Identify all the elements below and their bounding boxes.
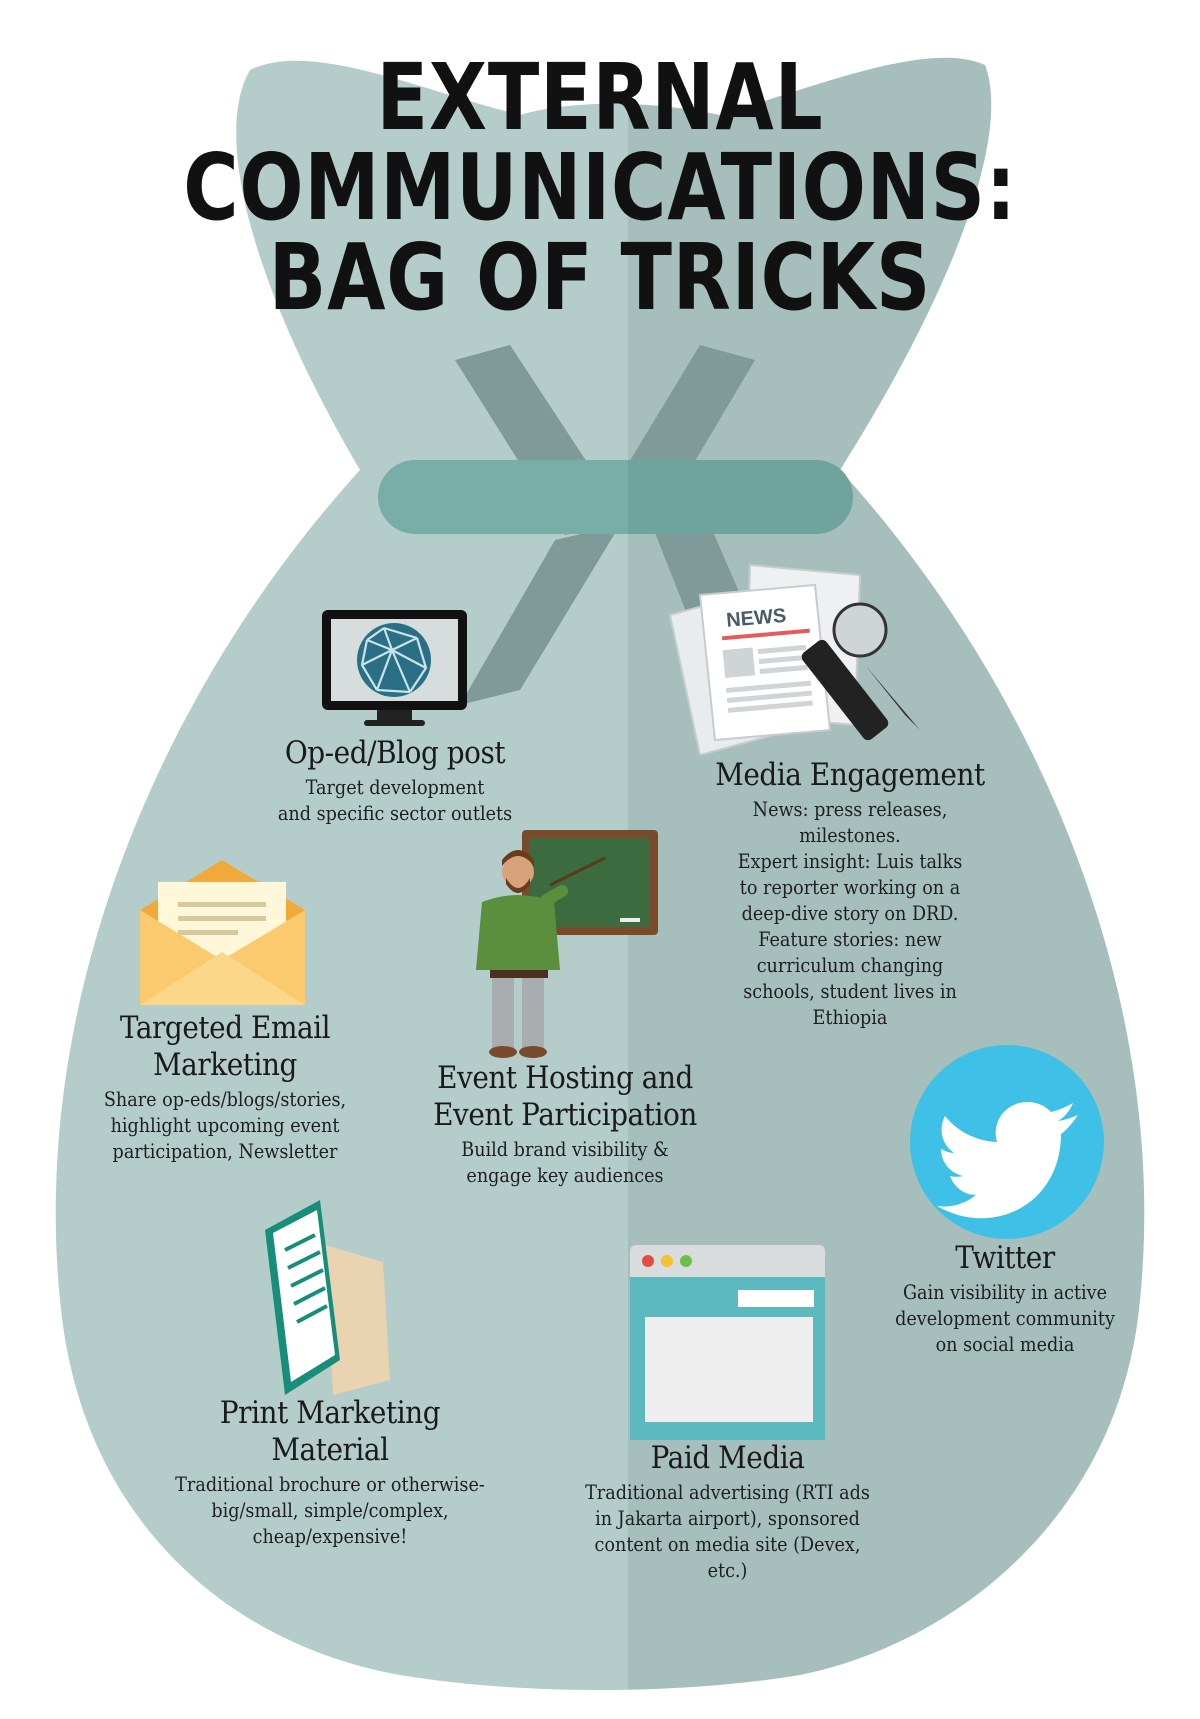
page-title-line-3: BAG OF TRICKS [268, 224, 932, 331]
oped-block: Op-ed/Blog post Target development and s… [235, 735, 555, 826]
event-block: Event Hosting and Event Participation Bu… [395, 1060, 735, 1188]
monitor-globe-icon [322, 610, 467, 735]
presenter-chalkboard-icon [470, 830, 660, 1060]
twitter-block: Twitter Gain visibility in active develo… [855, 1240, 1155, 1357]
paid-description: Traditional advertising (RTI ads in Jaka… [585, 1480, 870, 1582]
newspaper-microphone-icon: NEWS [660, 555, 950, 755]
twitter-description: Gain visibility in active development co… [895, 1280, 1115, 1356]
paid-block: Paid Media Traditional advertising (RTI … [555, 1440, 900, 1583]
oped-heading: Op-ed/Blog post [284, 735, 506, 771]
paid-heading: Paid Media [650, 1440, 805, 1476]
email-description: Share op-eds/blogs/stories, highlight up… [103, 1087, 347, 1163]
email-heading: Targeted Email Marketing [119, 1010, 331, 1083]
media-description: News: press releases, milestones. Expert… [737, 797, 963, 1029]
news-label: NEWS [725, 605, 787, 632]
event-heading: Event Hosting and Event Participation [433, 1060, 697, 1133]
twitter-heading: Twitter [955, 1240, 1055, 1276]
browser-window-icon [630, 1245, 825, 1440]
print-block: Print Marketing Material Traditional bro… [140, 1395, 520, 1549]
media-block: Media Engagement News: press releases, m… [690, 757, 1010, 1030]
email-block: Targeted Email Marketing Share op-eds/bl… [70, 1010, 380, 1164]
page-title-line-1: EXTERNAL [376, 44, 824, 151]
event-description: Build brand visibility & engage key audi… [461, 1137, 669, 1187]
brochure-icon [265, 1200, 395, 1400]
print-heading: Print Marketing Material [219, 1395, 441, 1468]
media-heading: Media Engagement [715, 757, 985, 793]
print-description: Traditional brochure or otherwise- big/s… [175, 1472, 485, 1548]
page-title-line-2: COMMUNICATIONS: [183, 134, 1017, 241]
twitter-bird-icon [910, 1045, 1105, 1240]
oped-description: Target development and specific sector o… [277, 775, 513, 825]
envelope-icon [140, 860, 305, 1005]
